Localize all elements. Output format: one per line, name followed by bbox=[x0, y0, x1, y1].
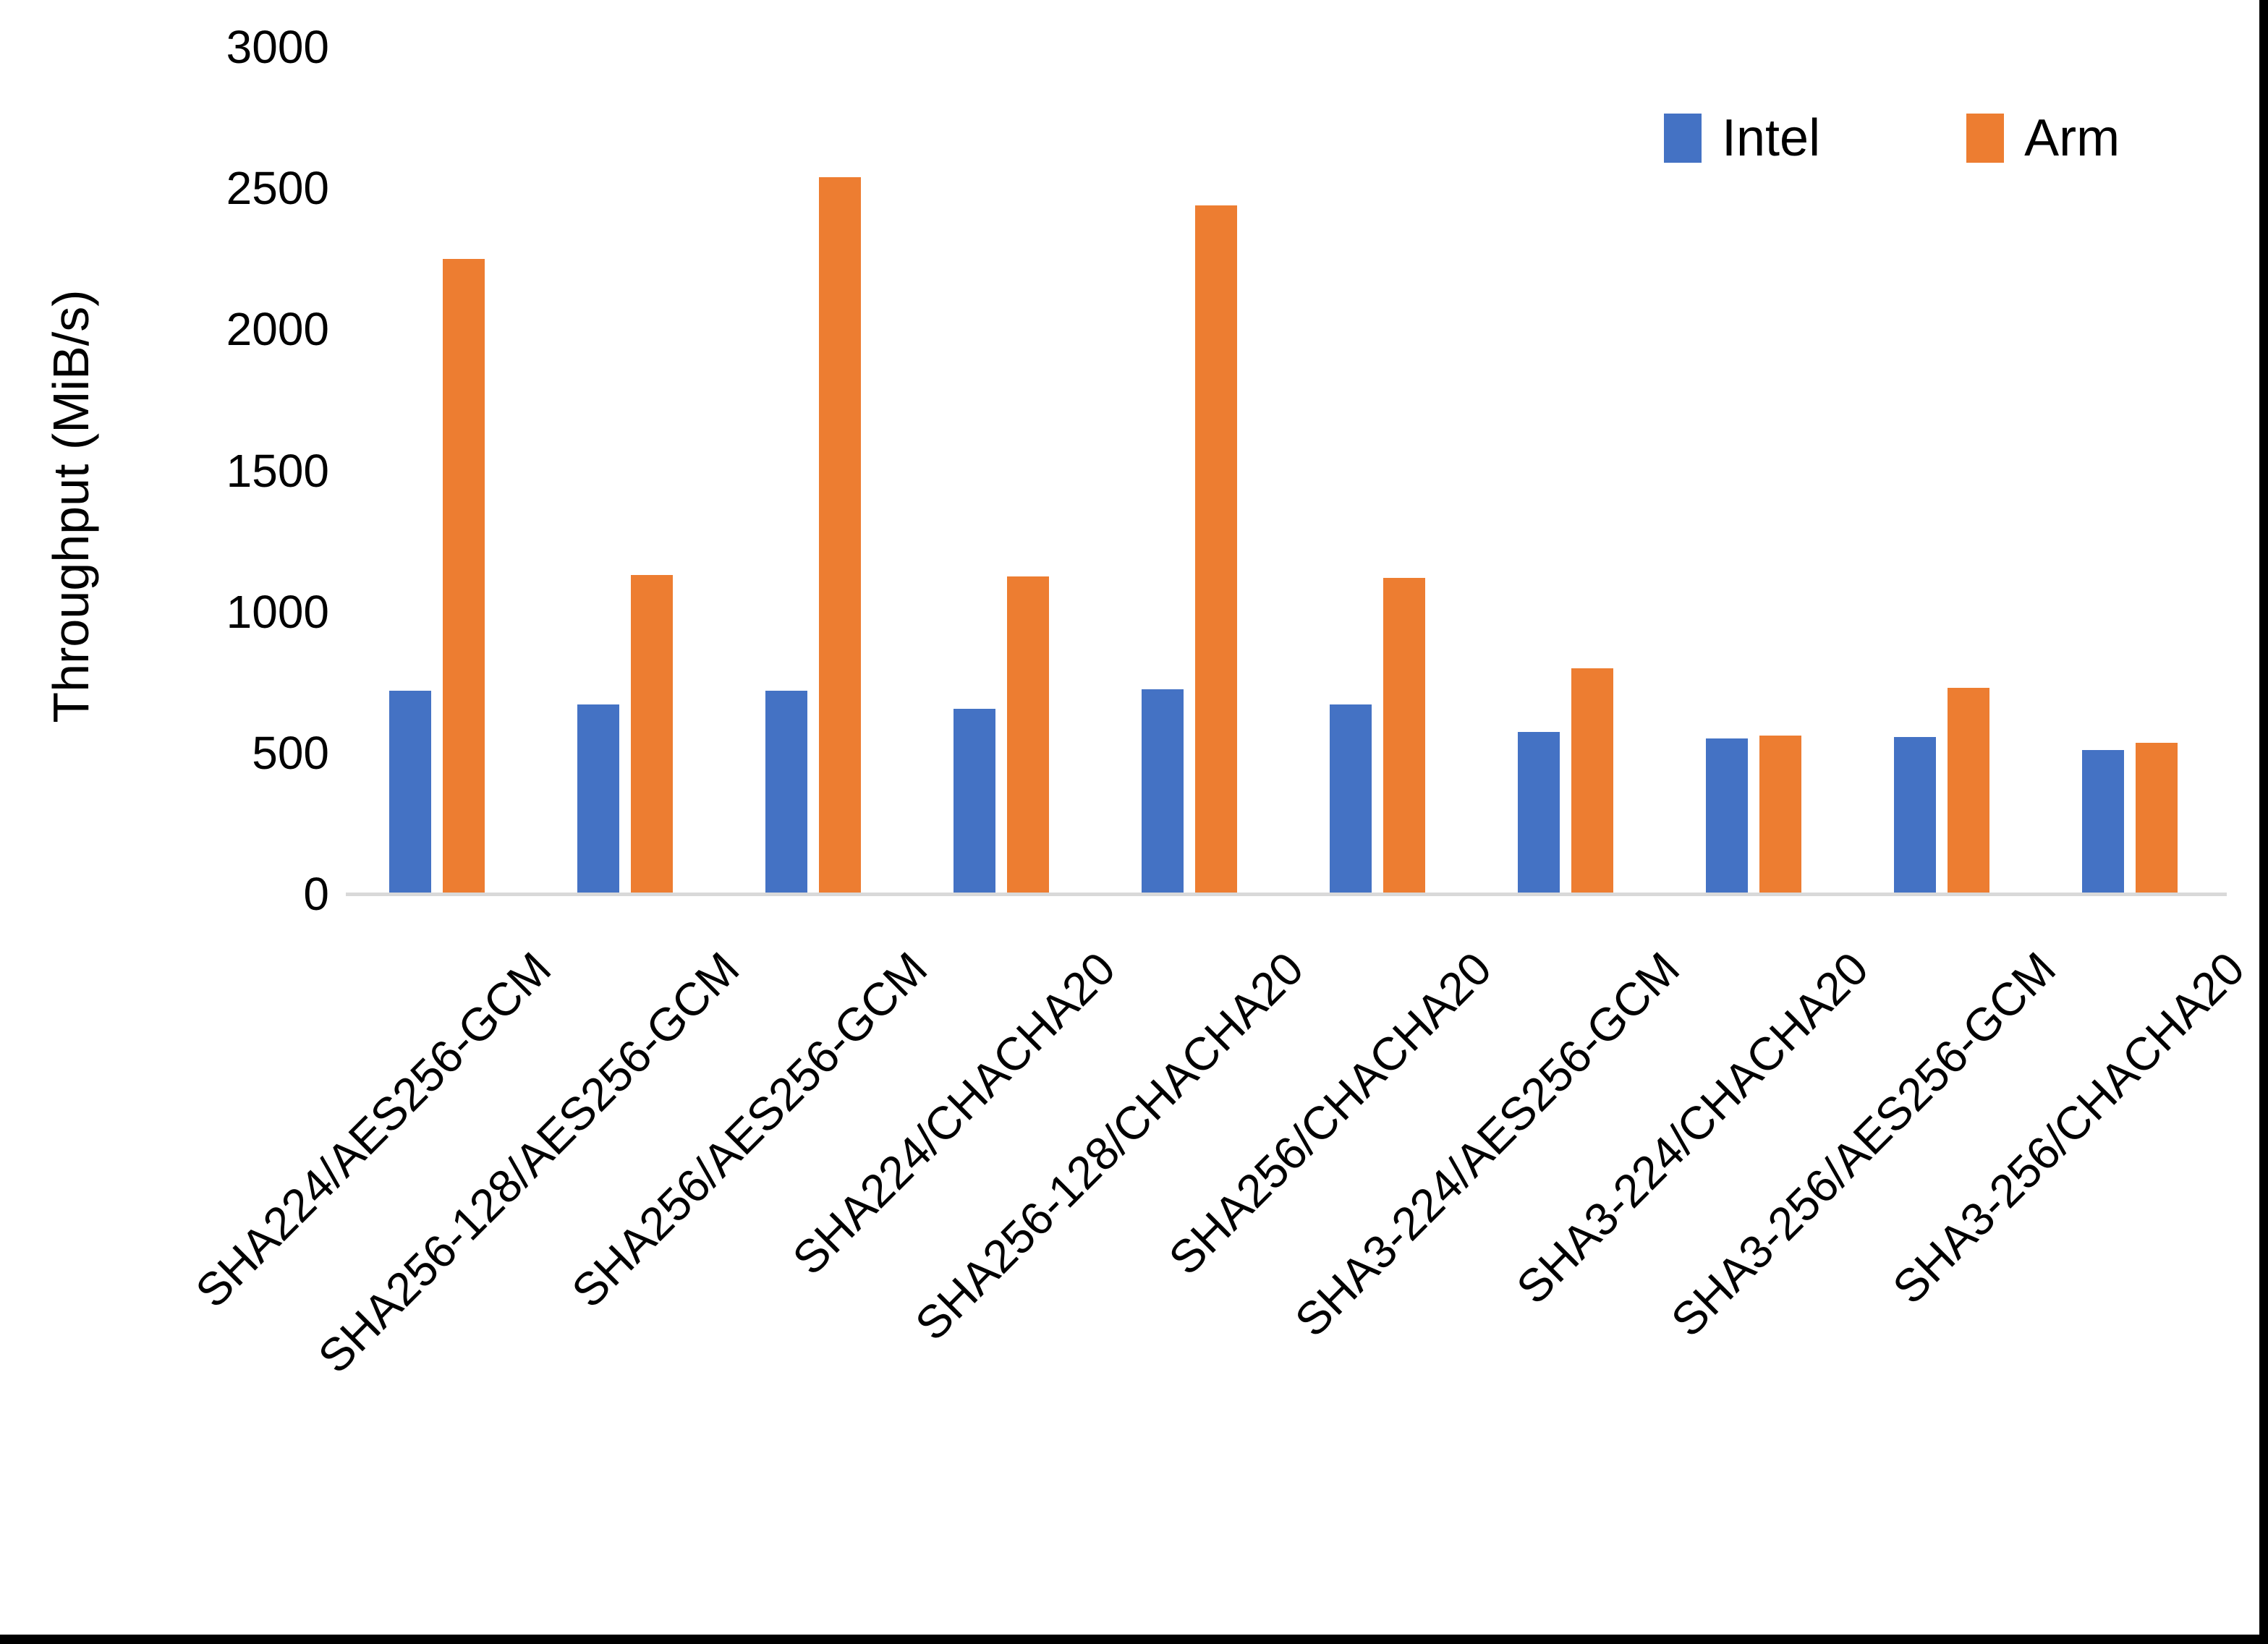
y-tick-label: 500 bbox=[252, 726, 329, 779]
legend-item-arm: Arm bbox=[1966, 108, 2120, 168]
bar-arm-2 bbox=[819, 176, 861, 894]
bar-intel-9 bbox=[2082, 749, 2124, 894]
bar-arm-6 bbox=[1571, 668, 1613, 894]
bar-arm-4 bbox=[1195, 205, 1237, 894]
y-tick-label: 3000 bbox=[226, 21, 329, 73]
bar-arm-5 bbox=[1383, 577, 1425, 894]
legend: Intel Arm bbox=[1664, 108, 2120, 168]
bar-arm-3 bbox=[1007, 576, 1049, 894]
x-category-label: SHA224/AES256-GCM bbox=[185, 942, 561, 1318]
x-category-label: SHA3-224/CHACHA20 bbox=[1505, 942, 1878, 1314]
bar-arm-8 bbox=[1948, 688, 1989, 894]
bar-intel-7 bbox=[1706, 738, 1748, 894]
bar-intel-5 bbox=[1330, 704, 1372, 894]
x-category-label: SHA3-256/CHACHA20 bbox=[1882, 942, 2254, 1314]
bar-intel-0 bbox=[389, 690, 431, 894]
x-category-label: SHA256/CHACHA20 bbox=[1159, 942, 1502, 1285]
y-tick-label: 2500 bbox=[226, 162, 329, 215]
bar-arm-1 bbox=[631, 574, 673, 894]
bar-arm-7 bbox=[1759, 736, 1801, 894]
intel-series-swatch-icon bbox=[1664, 114, 1702, 163]
bar-intel-1 bbox=[577, 704, 619, 894]
x-axis-baseline bbox=[346, 893, 2227, 896]
legend-item-intel: Intel bbox=[1664, 108, 1820, 168]
x-category-label: SHA224/CHACHA20 bbox=[783, 942, 1126, 1285]
bar-intel-2 bbox=[765, 690, 807, 894]
legend-label-arm: Arm bbox=[2024, 109, 2120, 167]
y-tick-label: 1000 bbox=[226, 585, 329, 638]
x-category-label: SHA3-256/AES256-GCM bbox=[1661, 942, 2066, 1347]
y-tick-label: 2000 bbox=[226, 303, 329, 356]
bar-intel-4 bbox=[1142, 689, 1184, 894]
legend-label-intel: Intel bbox=[1722, 109, 1821, 167]
bar-intel-8 bbox=[1894, 737, 1936, 894]
bar-intel-3 bbox=[954, 709, 995, 894]
y-tick-label: 0 bbox=[303, 868, 329, 920]
bar-arm-9 bbox=[2136, 743, 2178, 894]
bar-arm-0 bbox=[443, 258, 485, 894]
x-category-label: SHA256-128/CHACHA20 bbox=[905, 942, 1314, 1350]
x-category-label: SHA3-224/AES256-GCM bbox=[1285, 942, 1690, 1347]
arm-series-swatch-icon bbox=[1966, 114, 2005, 163]
y-tick-label: 1500 bbox=[226, 444, 329, 497]
bar-intel-6 bbox=[1518, 731, 1560, 894]
x-category-label: SHA256/AES256-GCM bbox=[561, 942, 938, 1318]
